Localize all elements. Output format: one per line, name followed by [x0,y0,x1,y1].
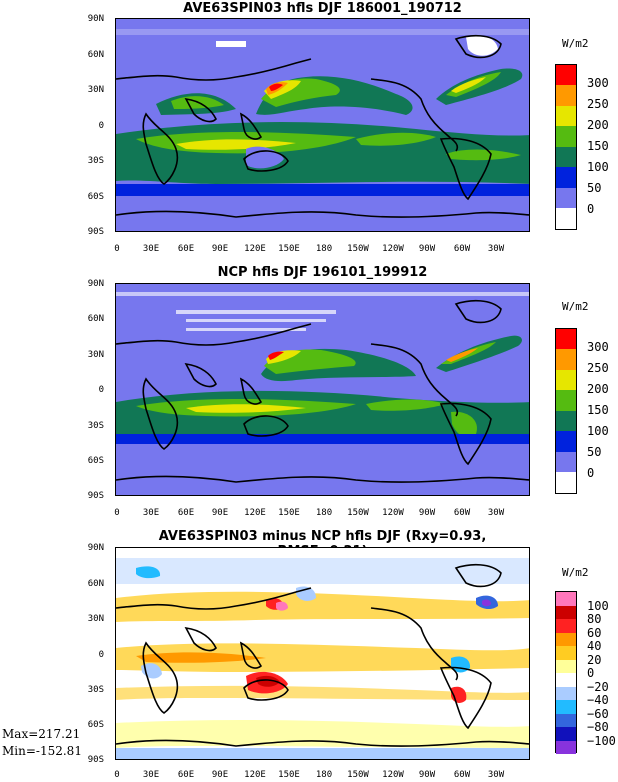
lon-label: 150E [278,770,300,780]
lat-label: 90N [87,279,104,289]
colorbar-label: −60 [587,707,609,721]
lat-label: 0 [98,650,104,660]
colorbar-label: 100 [587,160,609,174]
colorbar-label: 0 [587,666,595,680]
lat-label: 30N [87,350,104,360]
lon-label: 60W [453,508,471,518]
lon-label: 30E [142,244,160,254]
colorbar-unit: W/m2 [562,566,589,579]
colorbar-label: 20 [587,653,602,667]
lat-label: 60N [87,50,104,60]
colorbar-label: 40 [587,639,602,653]
colorbar-label: 200 [587,382,609,396]
lon-label: 30E [142,508,160,518]
panel2-map [115,283,530,496]
panel3-map [115,547,530,760]
colorbar-label: 300 [587,76,609,90]
colorbar-label: −20 [587,680,609,694]
colorbar-label: 250 [587,97,609,111]
lon-label: 150W [347,508,369,518]
lon-label: 90E [211,244,229,254]
lat-label: 30S [87,421,104,431]
lon-label: 150E [278,244,300,254]
colorbar-label: 50 [587,181,602,195]
lon-label: 60W [453,244,471,254]
lat-label: 30N [87,85,104,95]
colorbar-label: 0 [587,202,595,216]
colorbar-label: 80 [587,612,602,626]
colorbar-label: 60 [587,626,602,640]
lon-label: 180 [315,244,333,254]
lat-label: 30S [87,685,104,695]
colorbar-label: 100 [587,599,609,613]
colorbar-label: 50 [587,445,602,459]
lat-label: 90S [87,755,104,765]
lon-label: 120W [382,244,404,254]
colorbar-label: 200 [587,118,609,132]
lat-label: 30N [87,614,104,624]
lon-label: 0 [114,508,120,518]
panel1-map [115,18,530,232]
lon-label: 120E [244,508,266,518]
lat-label: 90N [87,14,104,24]
lat-label: 60N [87,579,104,589]
lat-label: 0 [98,121,104,131]
colorbar-label: −40 [587,693,609,707]
lon-label: 60E [177,244,195,254]
colorbar-label: 150 [587,139,609,153]
colorbar [555,328,577,494]
lon-label: 60W [453,770,471,780]
lon-label: 60E [177,508,195,518]
lat-label: 60N [87,314,104,324]
colorbar-label: 250 [587,361,609,375]
lon-label: 30W [487,244,505,254]
colorbar-label: 150 [587,403,609,417]
colorbar-unit: W/m2 [562,37,589,50]
lat-label: 90N [87,543,104,553]
lon-label: 90E [211,508,229,518]
lat-label: 90S [87,491,104,501]
lon-label: 30W [487,508,505,518]
lon-label: 120W [382,770,404,780]
colorbar-label: −100 [587,734,616,748]
lon-label: 120E [244,244,266,254]
lon-label: 0 [114,244,120,254]
lon-label: 180 [315,508,333,518]
lon-label: 90W [418,770,436,780]
lon-label: 180 [315,770,333,780]
lon-label: 120W [382,508,404,518]
panel1-title: AVE63SPIN03 hfls DJF 186001_190712 [183,1,462,16]
lon-label: 90W [418,244,436,254]
colorbar-label: 300 [587,340,609,354]
lon-label: 30W [487,770,505,780]
lon-label: 90E [211,770,229,780]
colorbar-unit: W/m2 [562,300,589,313]
lon-label: 120E [244,770,266,780]
lon-label: 60E [177,770,195,780]
colorbar-label: 100 [587,424,609,438]
lat-label: 60S [87,192,104,202]
lon-label: 90W [418,508,436,518]
min-stat: Min=-152.81 [2,744,82,758]
colorbar-label: 0 [587,466,595,480]
lat-label: 30S [87,156,104,166]
lon-label: 150W [347,770,369,780]
lat-label: 60S [87,720,104,730]
colorbar [555,64,577,230]
lon-label: 150W [347,244,369,254]
lat-label: 0 [98,385,104,395]
lon-label: 0 [114,770,120,780]
lon-label: 150E [278,508,300,518]
lat-label: 60S [87,456,104,466]
colorbar-label: −80 [587,720,609,734]
lon-label: 30E [142,770,160,780]
lat-label: 90S [87,227,104,237]
max-stat: Max=217.21 [2,727,81,741]
panel2-title: NCP hfls DJF 196101_199912 [217,265,428,280]
colorbar [555,591,577,754]
